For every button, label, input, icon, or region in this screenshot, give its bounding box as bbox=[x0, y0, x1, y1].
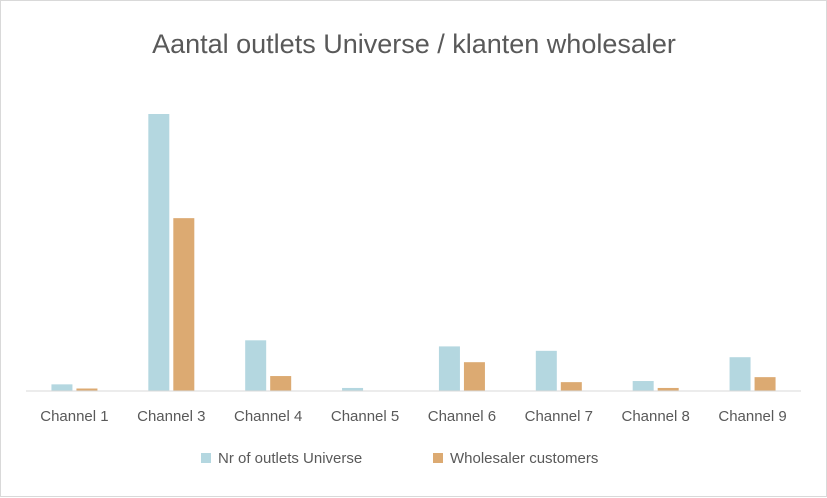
bar-universe-1 bbox=[51, 384, 73, 391]
x-tick-label: Channel 3 bbox=[137, 408, 205, 425]
bar-wholesaler-8 bbox=[754, 377, 776, 391]
bar-universe-8 bbox=[729, 357, 751, 391]
legend-label-1: Nr of outlets Universe bbox=[218, 450, 362, 467]
x-tick-label: Channel 9 bbox=[718, 408, 786, 425]
bar-wholesaler-3 bbox=[270, 376, 292, 391]
x-tick-label: Channel 6 bbox=[428, 408, 496, 425]
x-tick-label: Channel 7 bbox=[525, 408, 593, 425]
bar-wholesaler-2 bbox=[173, 218, 195, 391]
bar-wholesaler-1 bbox=[76, 388, 98, 391]
x-tick-label: Channel 1 bbox=[40, 408, 108, 425]
bar-universe-7 bbox=[632, 381, 654, 391]
bars-group bbox=[51, 114, 776, 391]
bar-universe-4 bbox=[342, 387, 364, 391]
bar-universe-2 bbox=[148, 114, 170, 391]
bar-wholesaler-6 bbox=[560, 382, 582, 391]
legend-swatch-2 bbox=[433, 453, 443, 463]
bar-wholesaler-5 bbox=[463, 362, 485, 391]
bar-universe-3 bbox=[245, 340, 267, 391]
bar-wholesaler-7 bbox=[657, 387, 679, 391]
x-tick-labels: Channel 1 Channel 3 Channel 4 Channel 5 Chan… bbox=[40, 408, 787, 425]
x-tick-label: Channel 8 bbox=[621, 408, 689, 425]
chart-title: Aantal outlets Universe / klanten wholes… bbox=[152, 29, 676, 59]
x-tick-label: Channel 5 bbox=[331, 408, 399, 425]
x-tick-label: Channel 4 bbox=[234, 408, 302, 425]
legend-label-2: Wholesaler customers bbox=[450, 450, 598, 467]
bar-universe-6 bbox=[535, 350, 557, 391]
legend-swatch-1 bbox=[201, 453, 211, 463]
legend: Nr of outlets Universe Wholesaler custome… bbox=[201, 450, 598, 467]
bar-universe-5 bbox=[438, 346, 460, 391]
